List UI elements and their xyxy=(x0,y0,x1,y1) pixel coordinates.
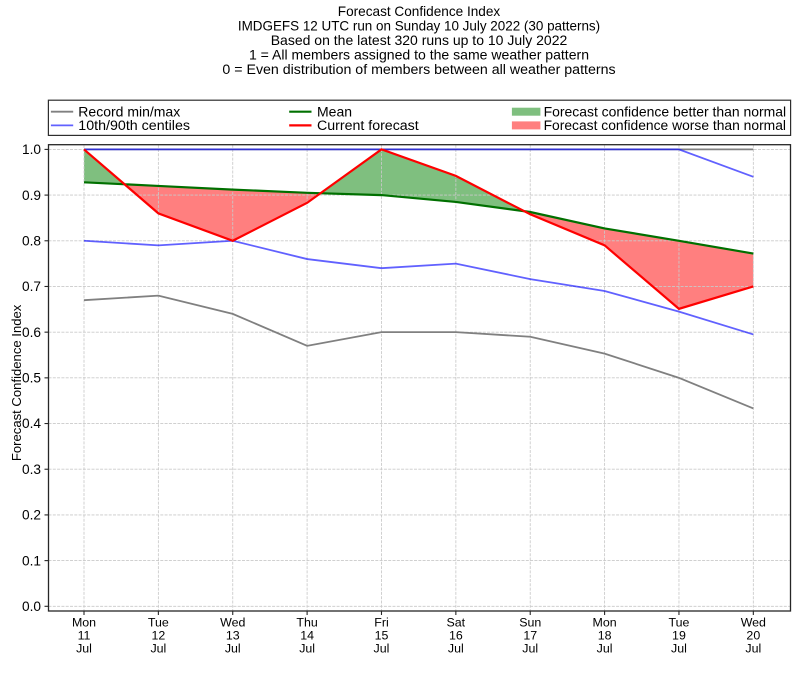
svg-text:Jul: Jul xyxy=(448,641,464,655)
svg-text:10th/90th centiles: 10th/90th centiles xyxy=(78,118,190,134)
svg-text:Sat: Sat xyxy=(447,616,466,630)
svg-text:Jul: Jul xyxy=(225,641,241,655)
svg-text:Forecast Confidence Index: Forecast Confidence Index xyxy=(338,4,501,19)
svg-text:Jul: Jul xyxy=(76,641,92,655)
svg-text:Based on the latest 320 runs u: Based on the latest 320 runs up to 10 Ju… xyxy=(271,32,568,48)
svg-text:15: 15 xyxy=(375,629,389,643)
svg-text:Forecast confidence better tha: Forecast confidence better than normal xyxy=(544,103,787,119)
svg-text:0.6: 0.6 xyxy=(22,325,41,340)
svg-text:12: 12 xyxy=(151,629,165,643)
svg-text:Tue: Tue xyxy=(669,616,690,630)
svg-text:0.4: 0.4 xyxy=(22,416,41,431)
svg-text:0.0: 0.0 xyxy=(22,599,41,614)
svg-text:1 = All members assigned to th: 1 = All members assigned to the same wea… xyxy=(249,47,589,63)
svg-text:Fri: Fri xyxy=(374,616,388,630)
svg-text:20: 20 xyxy=(746,629,760,643)
svg-text:0 = Even distribution of membe: 0 = Even distribution of members between… xyxy=(222,62,615,78)
svg-text:0.2: 0.2 xyxy=(22,508,41,523)
svg-text:IMDGEFS 12 UTC run on Sunday 1: IMDGEFS 12 UTC run on Sunday 10 July 202… xyxy=(238,19,600,34)
svg-text:Jul: Jul xyxy=(299,641,315,655)
svg-text:Forecast confidence worse than: Forecast confidence worse than normal xyxy=(544,117,786,133)
svg-text:Tue: Tue xyxy=(148,616,169,630)
svg-text:Jul: Jul xyxy=(671,641,687,655)
svg-text:Current forecast: Current forecast xyxy=(317,118,419,134)
svg-text:0.1: 0.1 xyxy=(22,553,41,568)
svg-text:Wed: Wed xyxy=(741,616,766,630)
svg-text:1.0: 1.0 xyxy=(22,142,41,157)
svg-text:Jul: Jul xyxy=(597,641,613,655)
svg-text:0.7: 0.7 xyxy=(22,279,41,294)
svg-text:0.5: 0.5 xyxy=(22,371,41,386)
svg-text:14: 14 xyxy=(300,629,314,643)
svg-text:Mon: Mon xyxy=(593,616,617,630)
svg-text:19: 19 xyxy=(672,629,686,643)
svg-text:Jul: Jul xyxy=(150,641,166,655)
svg-text:Mean: Mean xyxy=(317,103,352,119)
svg-text:Jul: Jul xyxy=(374,641,390,655)
svg-text:16: 16 xyxy=(449,629,463,643)
svg-text:Jul: Jul xyxy=(745,641,761,655)
svg-text:11: 11 xyxy=(78,629,91,643)
svg-text:Sun: Sun xyxy=(519,616,541,630)
svg-text:Record min/max: Record min/max xyxy=(78,103,180,119)
svg-text:Thu: Thu xyxy=(296,616,317,630)
svg-text:0.9: 0.9 xyxy=(22,188,41,203)
svg-text:Jul: Jul xyxy=(522,641,538,655)
svg-text:0.8: 0.8 xyxy=(22,233,41,248)
svg-text:13: 13 xyxy=(226,629,240,643)
svg-text:18: 18 xyxy=(598,629,612,643)
svg-text:Forecast Confidence Index: Forecast Confidence Index xyxy=(9,304,24,461)
svg-text:Mon: Mon xyxy=(72,616,96,630)
svg-text:Wed: Wed xyxy=(220,616,245,630)
svg-text:17: 17 xyxy=(523,629,537,643)
svg-text:0.3: 0.3 xyxy=(22,462,41,477)
